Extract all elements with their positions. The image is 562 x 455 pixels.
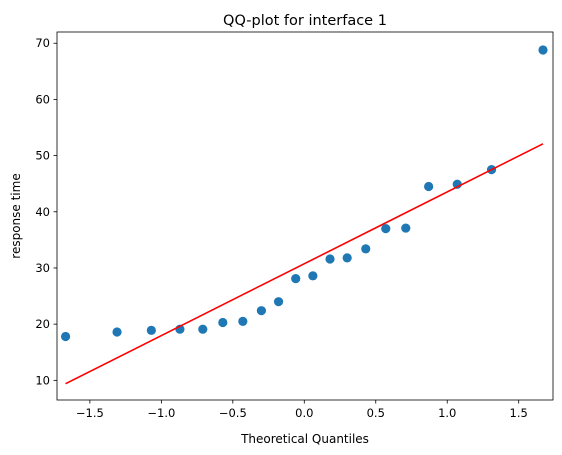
data-point bbox=[325, 254, 335, 264]
data-point bbox=[60, 331, 71, 342]
x-tick-label: −0.5 bbox=[219, 406, 247, 420]
data-point bbox=[291, 274, 301, 284]
reference-line bbox=[65, 143, 544, 385]
chart-title: QQ-plot for interface 1 bbox=[223, 13, 387, 29]
data-point bbox=[308, 271, 318, 281]
y-tick-label: 10 bbox=[35, 373, 50, 387]
data-point bbox=[273, 297, 284, 307]
y-tick-label: 60 bbox=[35, 92, 50, 106]
data-point bbox=[218, 317, 228, 328]
plot-area bbox=[60, 45, 548, 385]
data-point bbox=[146, 325, 156, 335]
y-tick-label: 20 bbox=[35, 317, 50, 331]
x-axis-label: Theoretical Quantiles bbox=[240, 432, 369, 446]
data-point bbox=[112, 327, 122, 337]
x-tick-label: 0.0 bbox=[295, 406, 313, 420]
axes-frame bbox=[56, 31, 554, 401]
data-point bbox=[538, 45, 548, 55]
y-axis-label: response time bbox=[9, 173, 23, 258]
x-tick-label: −1.5 bbox=[76, 406, 104, 420]
x-tick-label: 0.5 bbox=[367, 406, 385, 420]
y-tick-label: 30 bbox=[35, 261, 50, 275]
data-point bbox=[342, 253, 352, 263]
data-point bbox=[381, 224, 391, 234]
data-point bbox=[361, 244, 371, 254]
y-tick-label: 40 bbox=[35, 205, 50, 219]
x-tick-label: 1.0 bbox=[438, 406, 456, 420]
data-point bbox=[198, 324, 208, 334]
x-tick-label: −1.0 bbox=[147, 406, 175, 420]
axis-ticks: −1.5 −1.0 −0.5 0.0 0.5 1.0 1.5 10 20 30 40 50 60 70 bbox=[35, 36, 527, 420]
data-point bbox=[401, 223, 411, 233]
data-point bbox=[238, 316, 248, 326]
data-point bbox=[256, 306, 267, 316]
y-tick-label: 70 bbox=[35, 36, 50, 50]
x-tick-label: 1.5 bbox=[510, 406, 528, 420]
data-point bbox=[424, 181, 434, 192]
y-tick-label: 50 bbox=[35, 149, 50, 163]
